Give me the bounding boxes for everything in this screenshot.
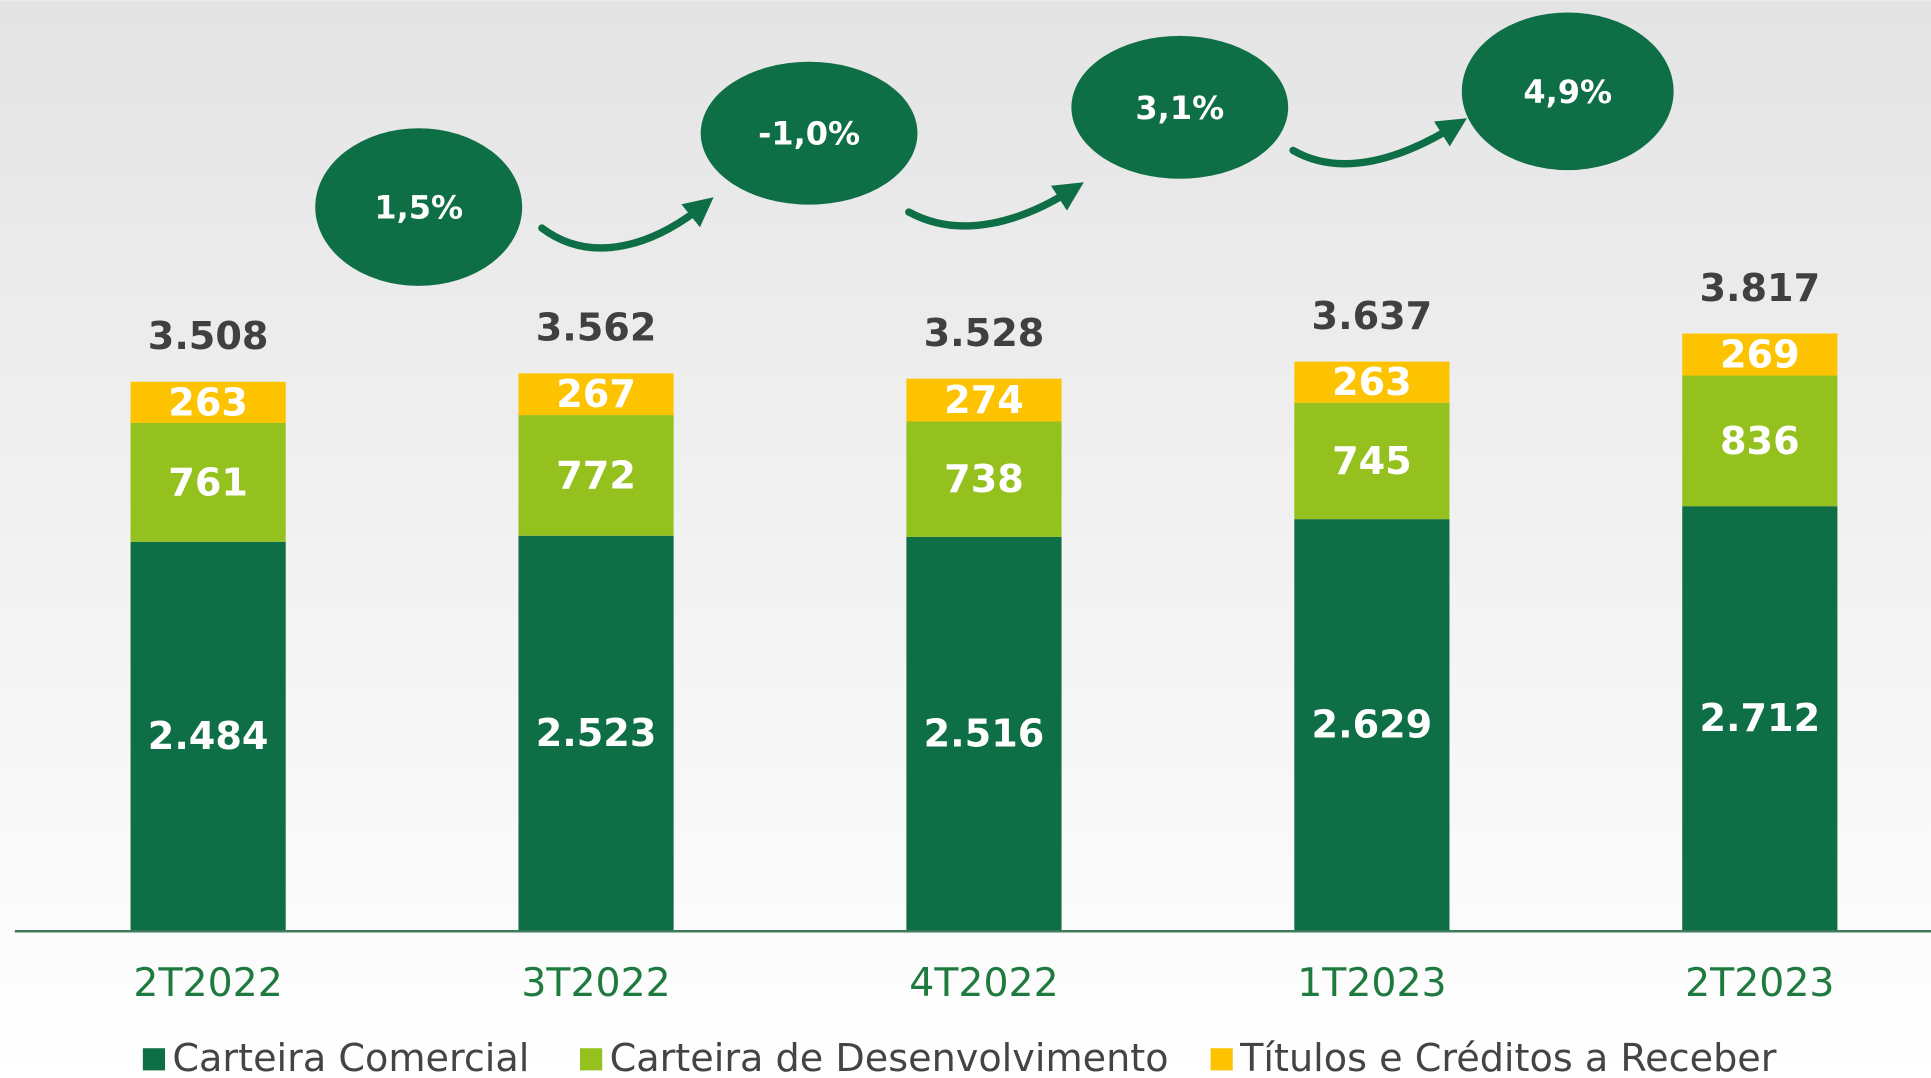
x-tick-label: 1T2023: [1297, 960, 1446, 1006]
data-label: 263: [1332, 361, 1412, 405]
bar-segment: [518, 373, 674, 416]
legend-swatch: [580, 1048, 603, 1071]
growth-label: -1,0%: [758, 115, 860, 153]
data-label: 772: [556, 454, 636, 498]
data-label: 836: [1720, 420, 1800, 464]
bar-segment: [130, 541, 286, 931]
bar-segment: [1682, 375, 1838, 507]
bar-segment: [130, 381, 286, 423]
arrows: [538, 118, 1467, 252]
bar-segment: [1294, 361, 1450, 403]
data-label: 2.712: [1699, 697, 1820, 741]
bar-segment: [1682, 333, 1838, 376]
data-label: 2.523: [536, 712, 657, 756]
data-label: 267: [556, 373, 636, 417]
bar-segment: [130, 422, 286, 542]
arrow: [905, 182, 1084, 230]
data-label: 745: [1332, 440, 1412, 484]
bar-segment: [906, 378, 1062, 422]
growth-bubble: [1461, 12, 1674, 171]
total-label: 3.562: [536, 307, 657, 351]
bar-segment: [1294, 519, 1450, 931]
legend-swatch: [1210, 1048, 1233, 1071]
legend-label: Títulos e Créditos a Receber: [1239, 1037, 1777, 1078]
x-tick-label: 2T2022: [133, 960, 282, 1006]
bar-segment: [518, 415, 674, 536]
bar-segment: [906, 421, 1062, 537]
growth-bubble: [1071, 35, 1289, 179]
arrow: [538, 197, 714, 252]
data-label: 2.516: [924, 712, 1045, 756]
data-label: 2.629: [1312, 704, 1433, 748]
bar-segment: [1294, 402, 1450, 520]
x-tick-label: 4T2022: [909, 960, 1058, 1006]
data-label: 263: [168, 381, 248, 425]
growth-label: 1,5%: [374, 189, 463, 227]
growth-bubble: [700, 61, 918, 205]
total-label: 3.528: [924, 312, 1045, 356]
total-label: 3.817: [1699, 267, 1820, 311]
data-label: 269: [1720, 333, 1800, 377]
arrow: [1289, 118, 1467, 168]
bar-segment: [1682, 506, 1838, 931]
x-tick-label: 3T2022: [521, 960, 670, 1006]
growth-bubble: [315, 128, 523, 286]
data-label: 761: [168, 461, 248, 505]
total-label: 3.508: [148, 315, 269, 359]
growth-label: 3,1%: [1135, 89, 1224, 127]
bar-segment: [518, 535, 674, 931]
total-label: 3.637: [1312, 295, 1433, 339]
bar-segment: [906, 536, 1062, 931]
growth-label: 4,9%: [1523, 73, 1612, 111]
legend-swatch: [142, 1048, 166, 1071]
data-label: 274: [944, 379, 1024, 423]
legend-label: Carteira de Desenvolvimento: [610, 1037, 1169, 1078]
data-label: 738: [944, 458, 1024, 502]
data-label: 2.484: [148, 715, 269, 759]
x-tick-label: 2T2023: [1685, 960, 1834, 1006]
legend-label: Carteira Comercial: [172, 1037, 529, 1078]
